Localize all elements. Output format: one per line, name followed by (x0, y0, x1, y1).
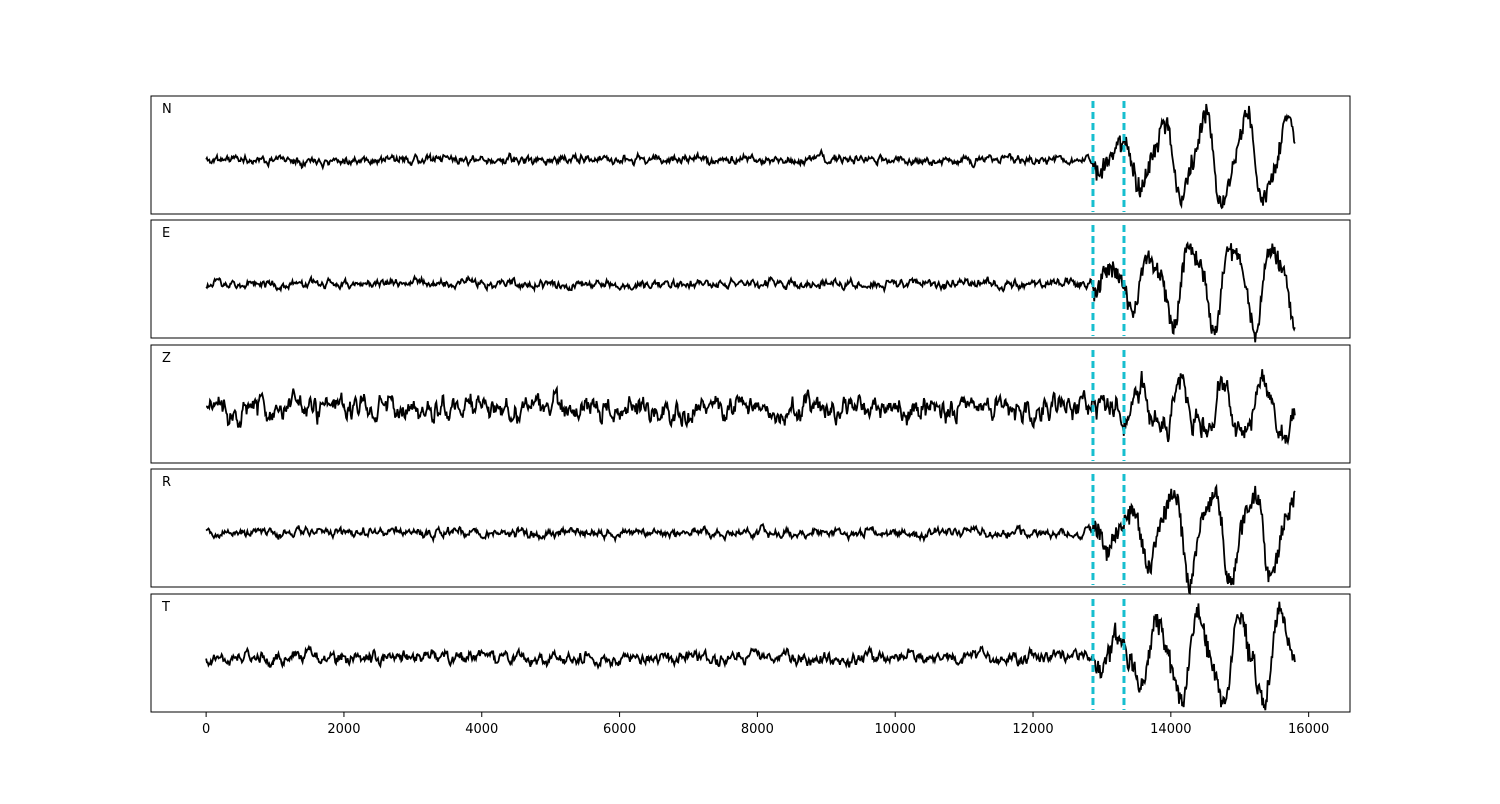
subplot-t: T (150, 593, 1351, 713)
x-tick-label-12000: 12000 (1012, 722, 1053, 737)
subplot-frame (150, 468, 1351, 588)
x-tick-label-8000: 8000 (741, 722, 774, 737)
x-tick-label-2000: 2000 (327, 722, 360, 737)
x-tick-label-10000: 10000 (875, 722, 916, 737)
subplot-frame (150, 593, 1351, 713)
trace-e (205, 241, 1296, 343)
trace-t (205, 601, 1296, 711)
channel-label-z: Z (162, 351, 171, 366)
channel-label-e: E (162, 226, 170, 241)
trace-z (205, 369, 1296, 446)
trace-n (205, 103, 1296, 210)
subplot-frame (150, 219, 1351, 339)
subplot-frame (150, 95, 1351, 215)
x-tick-label-16000: 16000 (1288, 722, 1329, 737)
subplot-r: R (150, 468, 1351, 595)
channel-label-n: N (162, 102, 172, 117)
subplot-frame (150, 344, 1351, 464)
subplot-z: Z (150, 344, 1351, 464)
subplot-n: N (150, 95, 1351, 215)
subplot-e: E (150, 219, 1351, 343)
trace-r (205, 483, 1296, 595)
x-tick-label-4000: 4000 (465, 722, 498, 737)
x-tick-label-6000: 6000 (603, 722, 636, 737)
x-tick-label-14000: 14000 (1150, 722, 1191, 737)
x-tick-label-0: 0 (202, 722, 210, 737)
channel-label-t: T (161, 600, 170, 615)
channel-label-r: R (162, 475, 171, 490)
